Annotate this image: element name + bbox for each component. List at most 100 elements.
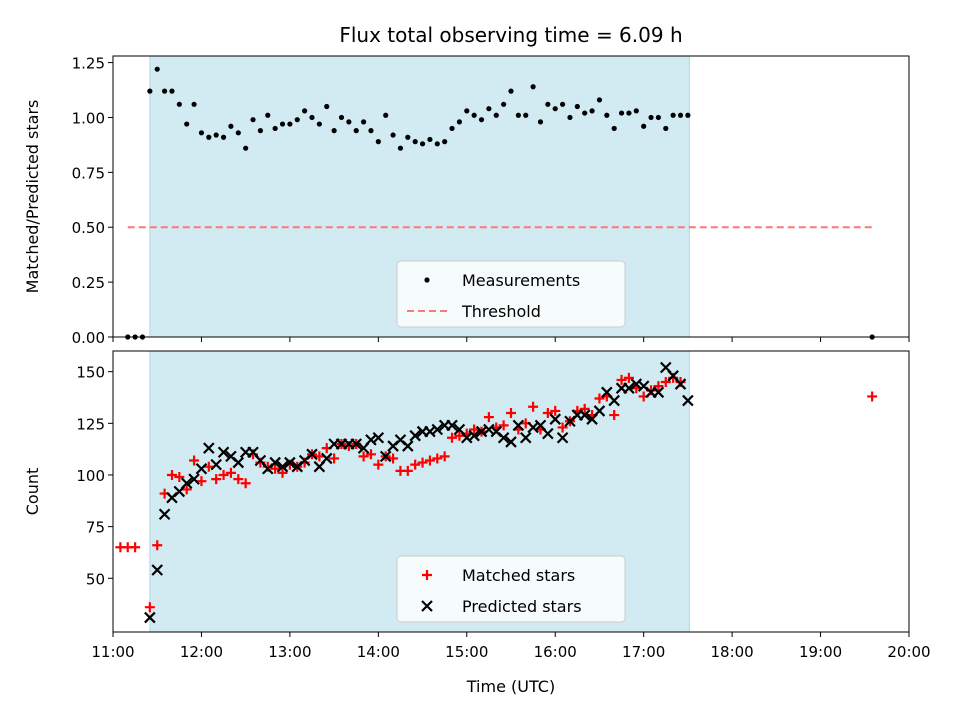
legend-marker-predicted — [421, 600, 433, 612]
measurement-point — [412, 139, 418, 145]
predicted-point — [431, 423, 444, 436]
y-tick-label: 125 — [76, 415, 105, 433]
matched-point — [653, 381, 664, 392]
measurement-point — [206, 134, 212, 140]
x-axis-label: Time (UTC) — [466, 677, 555, 696]
predicted-point — [180, 477, 193, 490]
predicted-point — [402, 440, 414, 452]
matched-point — [550, 405, 561, 416]
measurement-point — [559, 101, 566, 107]
predicted-point — [608, 394, 620, 407]
legend-label: Predicted stars — [462, 597, 582, 616]
measurement-point — [309, 114, 315, 121]
y-tick-label: 75 — [86, 519, 105, 537]
measurement-point — [582, 110, 588, 116]
measurement-point — [331, 128, 337, 134]
matched-point — [542, 407, 553, 418]
measurement-point — [324, 103, 330, 110]
measurement-point — [279, 121, 286, 127]
measurement-point — [302, 108, 308, 114]
matched-point — [270, 463, 281, 474]
legend-box — [396, 260, 626, 328]
measurement-point — [243, 145, 249, 151]
predicted-point — [210, 458, 222, 471]
predicted-point — [217, 446, 230, 459]
predicted-point — [549, 413, 561, 425]
measurement-point — [471, 112, 477, 118]
predicted-point — [151, 564, 163, 576]
measurement-point — [456, 119, 463, 125]
x-tick-label: 14:00 — [357, 643, 400, 661]
chart-title: Flux total observing time = 6.09 h — [339, 23, 682, 47]
x-tick-label: 16:00 — [534, 643, 577, 661]
measurement-point — [346, 119, 352, 125]
predicted-point — [372, 432, 385, 444]
measurement-point — [294, 117, 300, 123]
matched-point — [867, 391, 878, 402]
measurement-point — [449, 125, 455, 132]
measurement-point — [353, 128, 359, 134]
measurement-point — [589, 108, 595, 114]
measurement-point — [383, 112, 389, 118]
matched-point — [166, 469, 177, 480]
predicted-point — [497, 432, 510, 444]
matched-point — [417, 457, 428, 468]
measurement-point — [633, 108, 639, 114]
measurement-point — [191, 101, 197, 107]
matched-point — [616, 374, 627, 385]
predicted-point — [623, 382, 635, 394]
predicted-point — [674, 378, 687, 390]
measurement-point — [552, 106, 558, 112]
measurement-point — [685, 112, 691, 118]
predicted-point — [269, 456, 281, 469]
y-tick-label: 150 — [76, 364, 105, 382]
matched-point — [358, 451, 369, 462]
matched-point — [439, 451, 450, 462]
matched-point — [203, 461, 214, 472]
matched-point — [402, 465, 413, 476]
measurement-point — [567, 114, 573, 121]
axes-frame — [112, 55, 910, 338]
measurement-point — [545, 101, 551, 107]
predicted-point — [379, 450, 392, 463]
measurement-point — [265, 112, 271, 118]
measurement-point — [419, 141, 426, 147]
measurement-point — [375, 139, 381, 145]
matched-point — [196, 476, 207, 487]
measurement-point — [574, 103, 580, 110]
matched-point — [454, 430, 465, 441]
predicted-point — [593, 405, 606, 417]
matched-point — [660, 376, 671, 387]
measurement-point — [648, 114, 654, 121]
matched-point — [277, 467, 288, 478]
matched-point — [152, 540, 163, 551]
measurement-point — [442, 139, 448, 145]
predicted-point — [542, 427, 554, 440]
matched-point — [594, 393, 605, 404]
measurement-point — [427, 136, 433, 143]
matched-point — [609, 410, 620, 421]
matched-point — [528, 401, 539, 412]
predicted-point — [195, 462, 208, 475]
measurement-point — [213, 132, 219, 138]
measurement-point — [670, 112, 676, 118]
matched-point — [211, 474, 222, 485]
measurement-point — [493, 112, 499, 118]
measurement-point — [486, 106, 492, 112]
y-tick-label: 50 — [86, 570, 105, 588]
y-tick-label: 0.00 — [72, 329, 105, 347]
measurement-point — [397, 145, 404, 151]
matched-point — [218, 469, 229, 480]
measurement-point — [368, 128, 374, 134]
measurement-point — [478, 117, 485, 123]
measurement-point — [523, 112, 529, 118]
x-tick-label: 19:00 — [799, 643, 842, 661]
measurement-point — [655, 114, 662, 121]
y-axis-label: Count — [23, 468, 42, 516]
x-tick-label: 13:00 — [268, 643, 311, 661]
y-tick-label: 1.00 — [72, 109, 105, 127]
predicted-point — [409, 429, 421, 442]
predicted-point — [519, 432, 532, 444]
matched-point — [432, 453, 443, 464]
